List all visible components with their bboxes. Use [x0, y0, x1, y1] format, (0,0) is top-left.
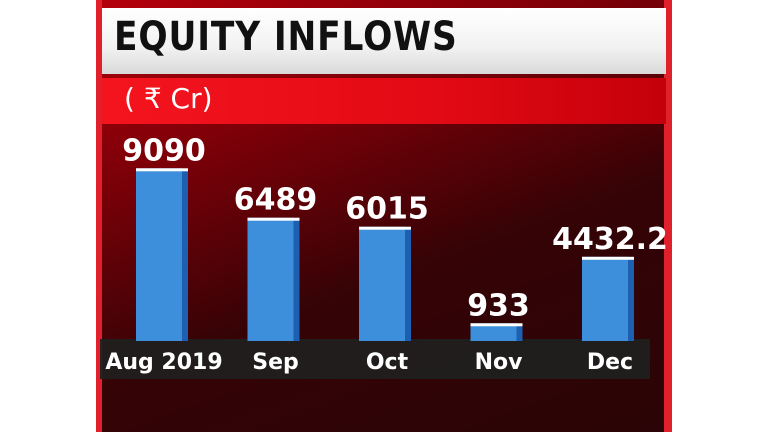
panel-edge-left [96, 0, 102, 432]
bar-side-4 [628, 256, 634, 341]
page-title: EQUITY INFLOWS [114, 14, 458, 60]
bar-side-3 [516, 323, 523, 341]
bar-cap-4 [582, 256, 634, 260]
category-strip [100, 339, 650, 379]
value-label-1: 6489 [234, 183, 318, 218]
chart-panel: EQUITY INFLOWS ( ₹ Cr) 9090 Aug 2019 6489 S… [96, 0, 672, 432]
bars-layer [136, 168, 634, 341]
category-label-2: Oct [366, 350, 409, 375]
bar-cap-1 [247, 217, 300, 221]
bar-4 [582, 256, 628, 341]
bar-cap-2 [359, 226, 411, 230]
value-label-2: 6015 [345, 192, 429, 227]
bar-chart: 9090 Aug 2019 6489 Sep 6015 Oct 933 Nov 4432.2 De… [100, 133, 668, 379]
value-label-4: 4432.2 [552, 222, 668, 257]
category-label-1: Sep [252, 350, 299, 375]
bar-2 [359, 226, 405, 341]
panel-edge-right [664, 0, 672, 432]
category-label-4: Dec [587, 350, 633, 375]
value-label-0: 9090 [122, 133, 206, 168]
bar-0 [136, 168, 182, 341]
subtitle-bar: ( ₹ Cr) [102, 78, 666, 124]
bar-1 [247, 217, 294, 341]
bar-cap-3 [470, 323, 523, 327]
unit-label: ( ₹ Cr) [124, 82, 213, 115]
bar-cap-0 [136, 168, 188, 172]
labels-layer: 9090 Aug 2019 6489 Sep 6015 Oct 933 Nov 4432.2 De… [105, 133, 668, 375]
bar-side-2 [405, 226, 411, 341]
bar-side-0 [182, 168, 188, 341]
category-label-0: Aug 2019 [105, 350, 222, 375]
title-bar: EQUITY INFLOWS [102, 8, 666, 74]
category-label-3: Nov [475, 350, 524, 375]
bar-side-1 [293, 217, 300, 341]
value-label-3: 933 [467, 288, 530, 323]
bar-3 [470, 323, 517, 341]
